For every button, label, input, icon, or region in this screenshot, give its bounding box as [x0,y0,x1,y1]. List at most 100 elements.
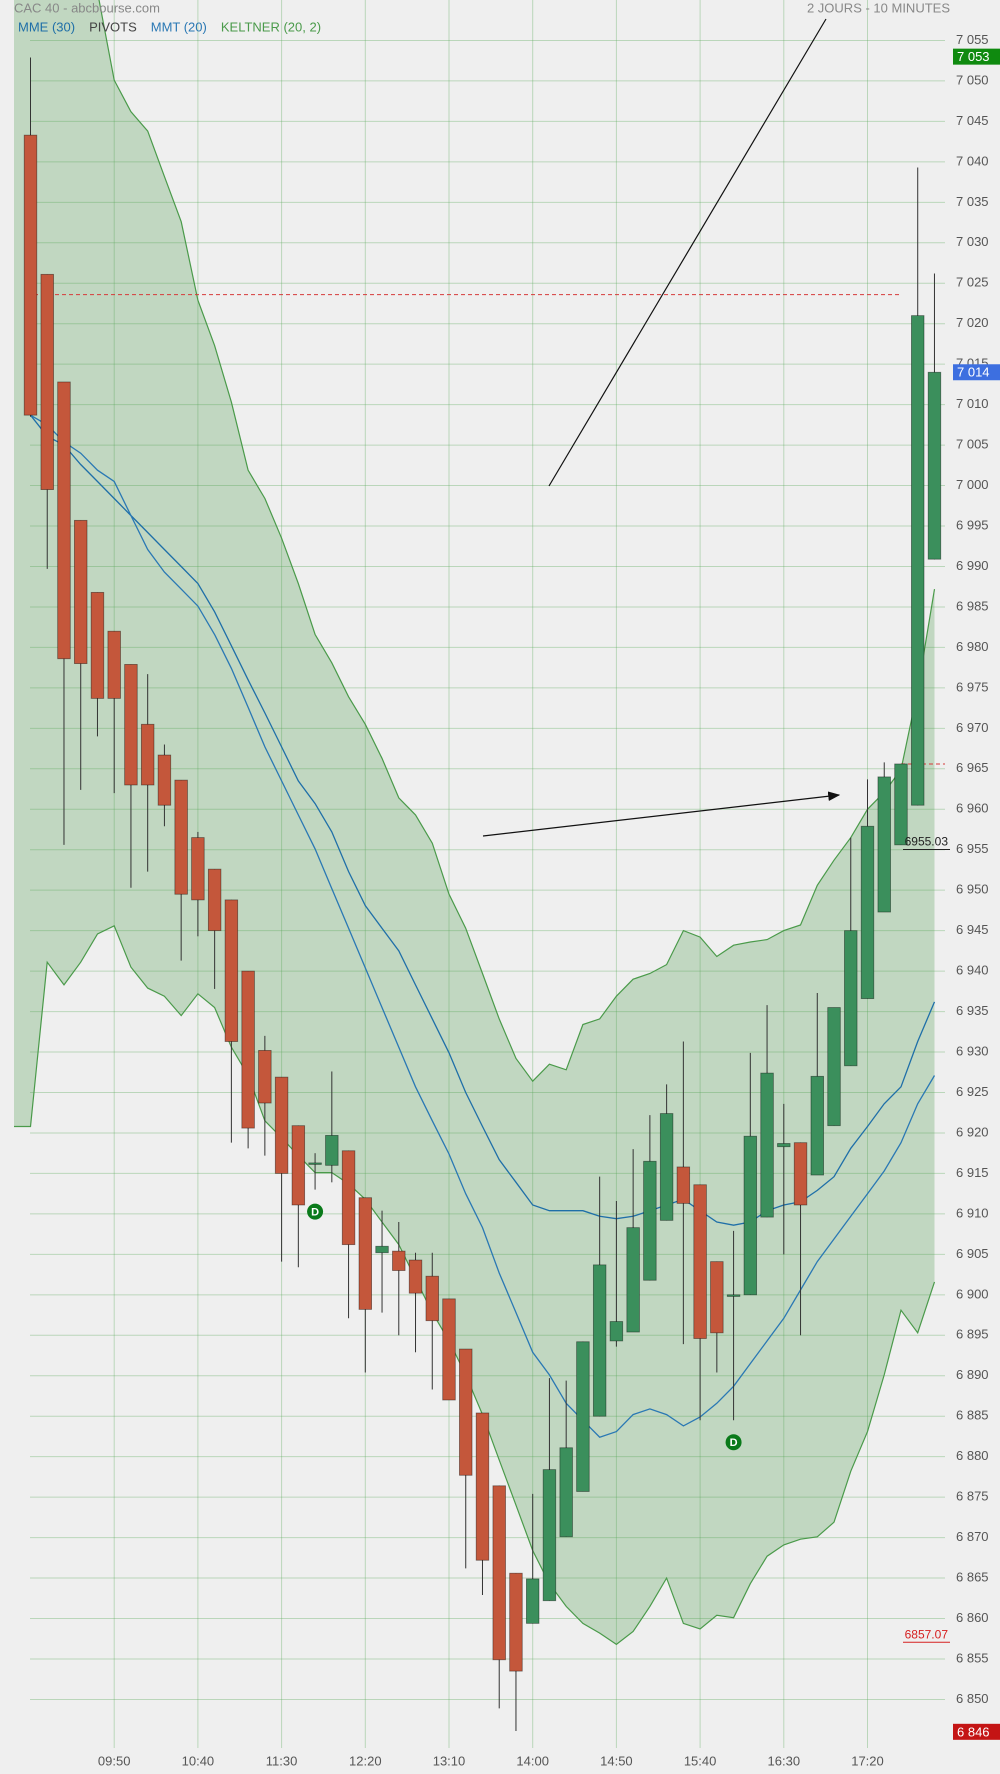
event-label: D [311,1207,319,1219]
price-marker [953,48,1000,65]
y-tick-label: 6 945 [956,922,989,937]
candle-body [308,1162,322,1165]
candle-body [710,1261,724,1334]
keltner-upper [98,0,936,1083]
x-tick-label: 14:00 [516,1753,549,1768]
y-tick-label: 6 935 [956,1003,989,1018]
candle-body [174,779,188,895]
candle-body [576,1341,590,1492]
candle-body [509,1572,523,1672]
candle-body [526,1578,540,1624]
candle-body [659,1113,674,1221]
candle-body [592,1264,607,1417]
x-tick-label: 17:20 [851,1753,884,1768]
y-tick-label: 7 055 [956,32,989,47]
x-tick-label: 10:40 [182,1753,215,1768]
y-tick-label: 6 850 [956,1691,989,1706]
y-tick-label: 7 005 [956,437,989,452]
y-tick-label: 6 975 [956,679,989,694]
y-tick-label: 6 985 [956,598,989,613]
candle-body [408,1259,423,1294]
y-tick-label: 6 880 [956,1448,989,1463]
candle-body [559,1447,573,1538]
legend-entry: KELTNER (20, 2) [221,19,321,34]
candle-body [40,273,54,491]
chart-subtitle: 2 JOURS - 10 MINUTES [807,0,950,15]
arrow-line [482,791,841,837]
event-label: D [730,1437,738,1449]
x-tick-label: 09:50 [98,1753,131,1768]
candle-body [693,1184,707,1339]
candle-body [777,1143,791,1148]
level-label: 6955.03 [905,835,949,849]
candle-body [392,1250,406,1271]
price-marker-label: 6 846 [957,1724,990,1739]
y-tick-label: 6 910 [956,1205,989,1220]
keltner-lower [14,924,936,1646]
y-tick-label: 6 960 [956,801,989,816]
trend-line [548,18,827,487]
candle-body [258,1050,272,1104]
candle-body [860,825,875,1000]
y-tick-label: 7 045 [956,113,989,128]
y-tick-label: 7 030 [956,234,989,249]
event-marker [307,1203,324,1220]
legend-entry: PIVOTS [89,19,137,34]
y-tick-label: 6 990 [956,558,989,573]
price-marker-label: 7 014 [957,365,990,380]
candle-body [425,1275,439,1322]
level-label: 6857.07 [905,1627,949,1641]
candle-body [325,1134,339,1166]
candle-body [760,1072,774,1218]
candle-body [442,1298,456,1401]
candle-body [157,754,172,806]
legend-entry: MME (30) [18,19,75,34]
candle-body [124,664,138,786]
moving-average-line [30,414,936,1438]
y-tick-label: 7 040 [956,153,989,168]
candle-body [291,1125,306,1206]
x-tick-label: 13:10 [433,1753,466,1768]
candle-body [911,315,925,806]
candle-body [475,1412,490,1561]
candle-body [793,1142,808,1206]
candle-body [643,1160,657,1281]
candle-body [810,1075,824,1176]
price-marker [953,1723,1000,1740]
candle-body [894,763,908,846]
candle-body [107,630,121,699]
candle-body [726,1294,741,1297]
candle-body [241,970,255,1129]
price-marker [953,364,1000,381]
candle-body [459,1348,473,1476]
x-tick-label: 16:30 [768,1753,801,1768]
y-tick-label: 6 890 [956,1367,989,1382]
x-tick-label: 14:50 [600,1753,633,1768]
candle-body [341,1150,356,1246]
x-tick-label: 11:30 [266,1753,298,1768]
y-tick-label: 6 940 [956,963,989,978]
candle-body [358,1197,373,1310]
y-tick-label: 6 860 [956,1610,989,1625]
candle-body [90,591,105,699]
y-tick-label: 7 050 [956,72,989,87]
y-tick-label: 6 925 [956,1084,989,1099]
candle-body [224,899,239,1042]
y-tick-label: 6 885 [956,1408,989,1423]
candle-body [542,1469,557,1602]
candle-body [827,1007,841,1127]
y-tick-label: 6 965 [956,760,989,775]
chart-title: CAC 40 - abcbourse.com [14,0,160,15]
y-tick-label: 6 915 [956,1165,989,1180]
y-tick-label: 6 950 [956,882,989,897]
y-tick-label: 7 010 [956,396,989,411]
x-tick-label: 15:40 [684,1753,717,1768]
x-tick-label: 12:20 [349,1753,382,1768]
candle-body [140,723,155,786]
candle-body [609,1321,624,1342]
candle-body [375,1245,389,1254]
candle-body [57,381,71,660]
